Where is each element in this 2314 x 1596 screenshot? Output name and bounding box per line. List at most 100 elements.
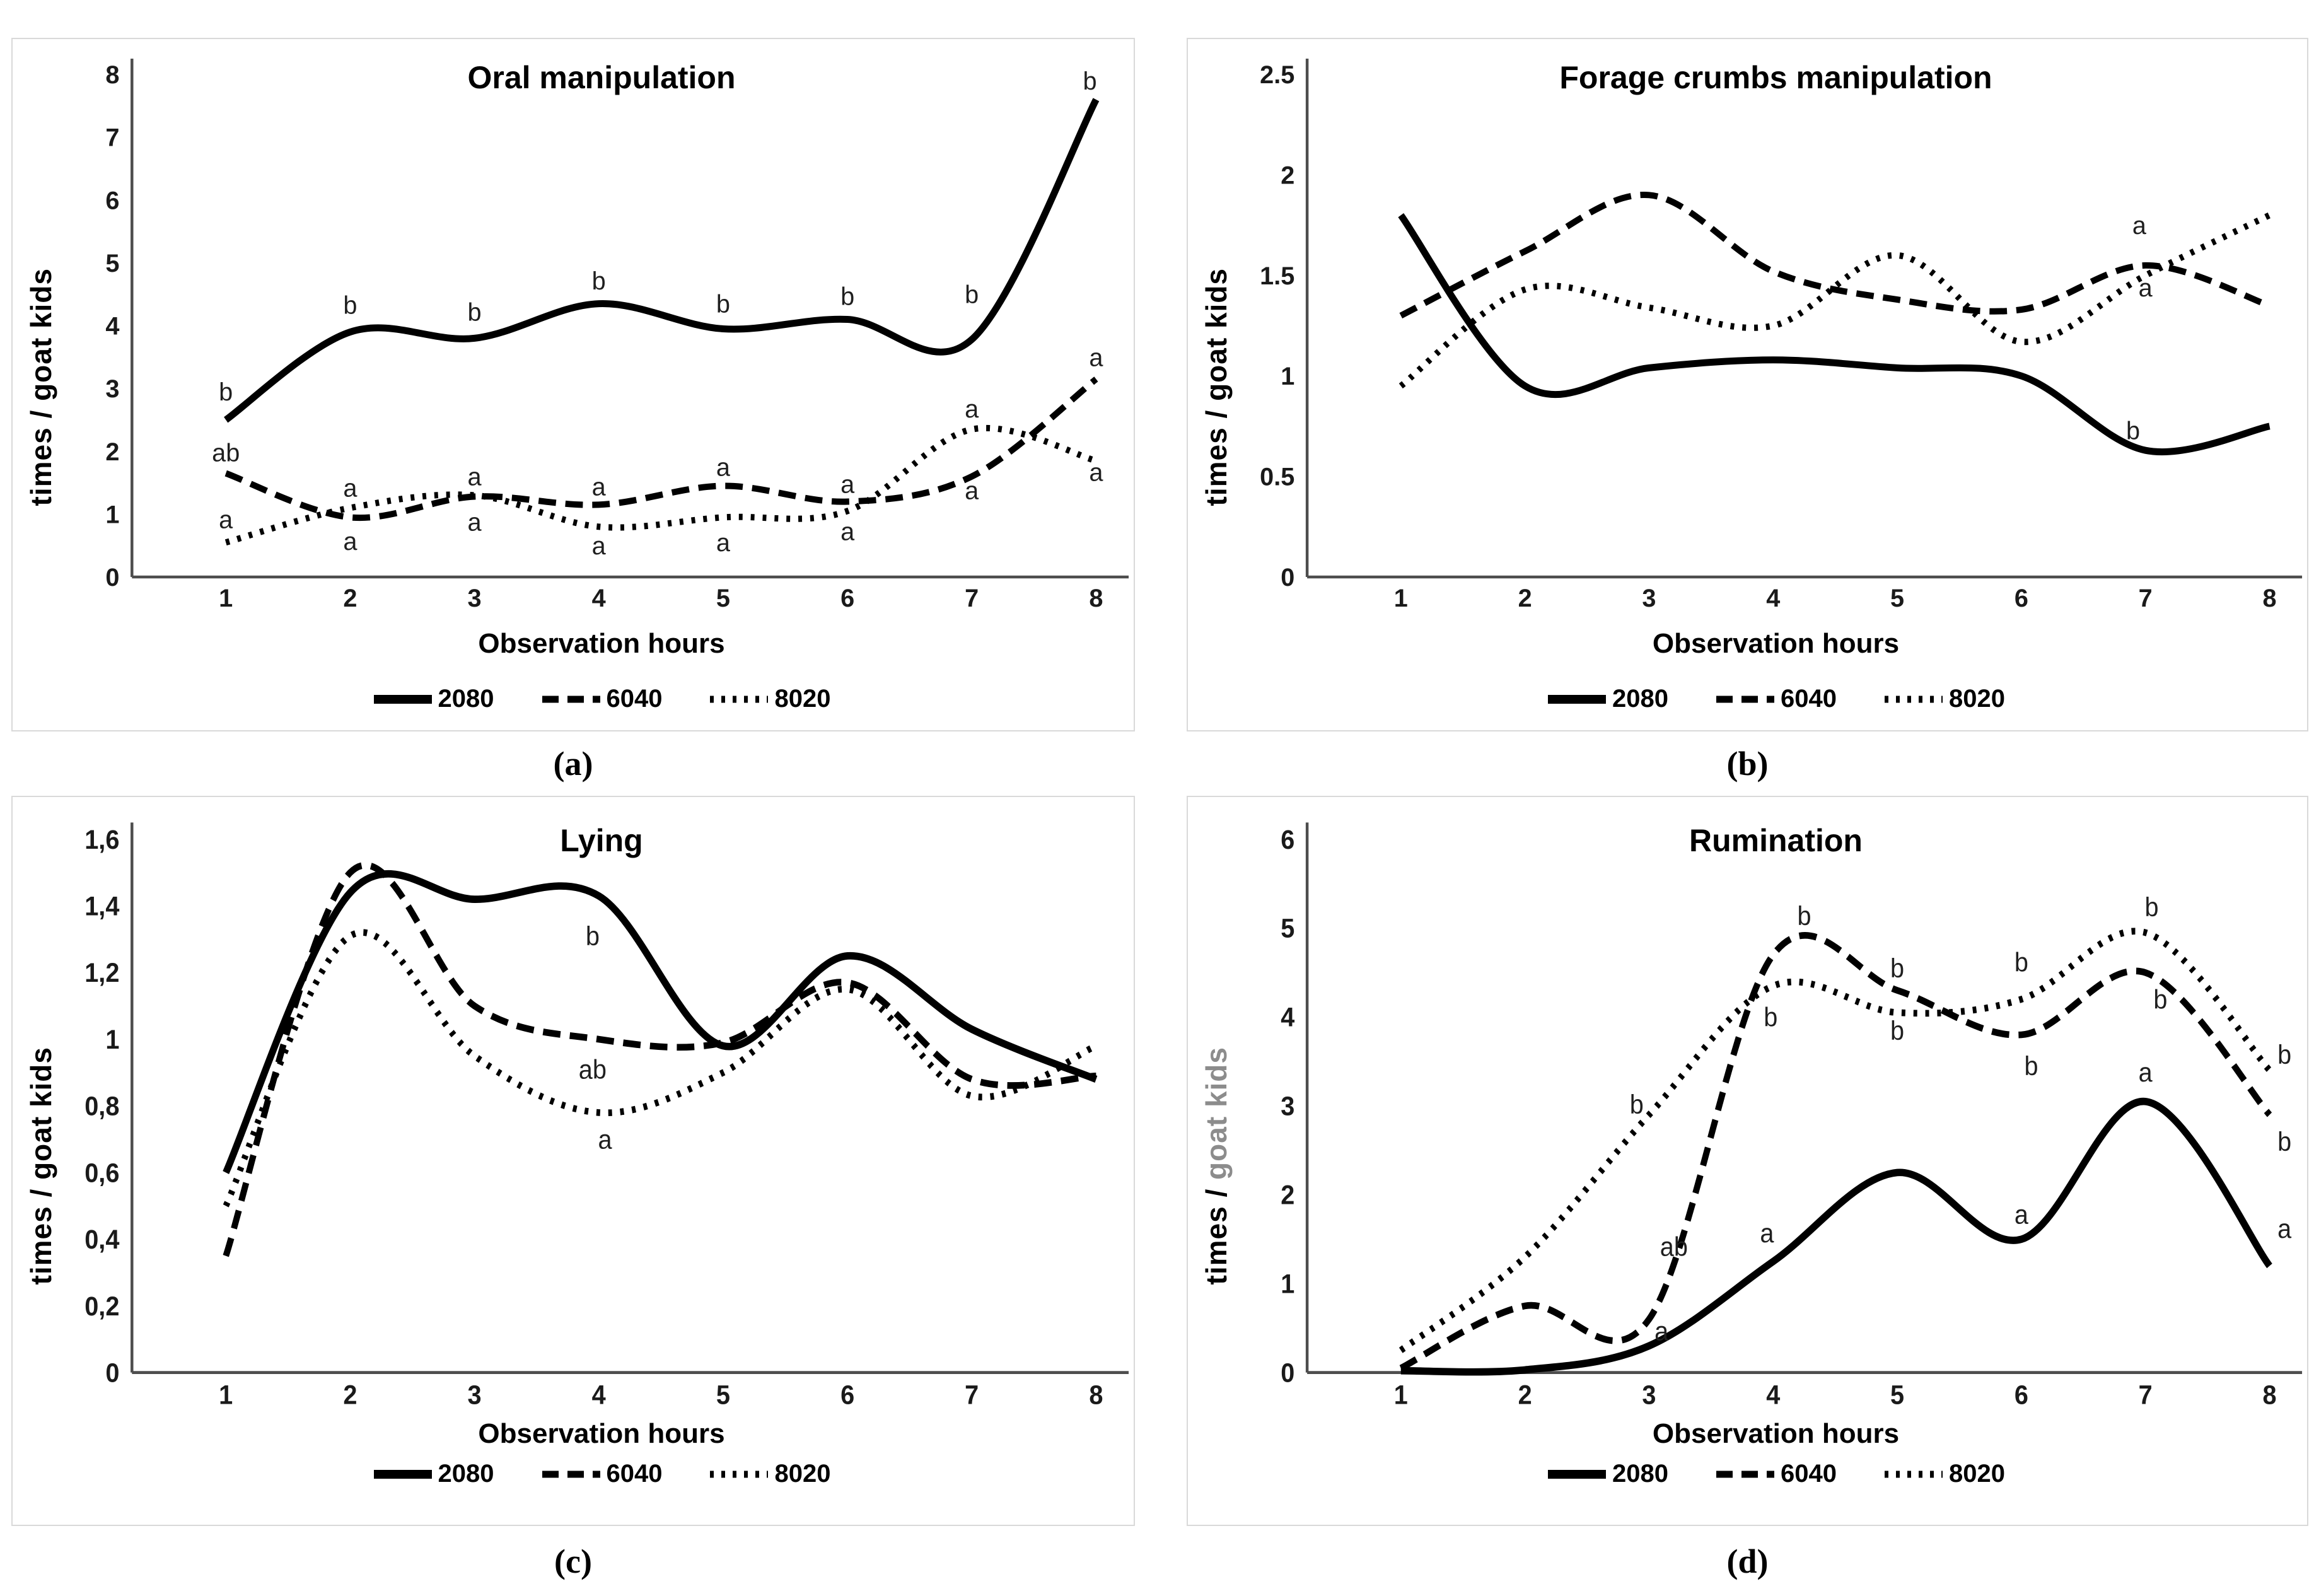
x-tick-label: 3	[1642, 1380, 1656, 1409]
significance-letter: b	[2153, 984, 2167, 1015]
legend-dashed-line-icon	[542, 1471, 600, 1477]
y-tick-label: 1	[105, 501, 119, 528]
legend-dashed-line-icon	[1716, 696, 1774, 702]
significance-letter: a	[2132, 212, 2147, 240]
series-6040-line	[223, 862, 1096, 1257]
significance-letter: b	[965, 281, 979, 309]
legend-item-8020: 8020	[1883, 685, 2005, 713]
significance-letter: a	[219, 506, 233, 533]
x-tick-label: 2	[1518, 585, 1532, 612]
y-tick-label: 0,4	[84, 1225, 119, 1255]
significance-letter: a	[467, 463, 482, 491]
y-tick-label: 3	[1281, 1091, 1294, 1121]
legend-label: 2080	[438, 685, 494, 713]
legend-solid-line-icon	[1548, 694, 1607, 704]
significance-letter: a	[467, 508, 482, 536]
x-tick-label: 5	[1890, 585, 1904, 612]
significance-letter: a	[343, 528, 358, 556]
significance-letter: b	[2145, 892, 2159, 923]
x-tick-label: 1	[219, 1380, 233, 1409]
significance-letter: ab	[212, 440, 240, 467]
legend-item-8020: 8020	[709, 1460, 830, 1488]
figure-cell-b: times / goat kids Forage crumbs manipula…	[1187, 38, 2308, 796]
x-tick-label: 5	[1890, 1380, 1904, 1409]
y-tick-label: 5	[105, 250, 119, 277]
figure-grid: times / goat kids Oral manipulation 0 1 2 3…	[11, 38, 2308, 1596]
x-tick-label: 8	[1089, 1380, 1103, 1409]
legend-label: 2080	[1612, 1460, 1668, 1488]
x-tick-label: 8	[2263, 1380, 2277, 1409]
legend-item-6040: 6040	[541, 1460, 662, 1488]
panel-caption: (a)	[553, 745, 593, 783]
legend-dotted-line-icon	[1884, 1471, 1943, 1477]
x-tick-label: 6	[2015, 585, 2028, 612]
significance-letter: b	[716, 290, 730, 318]
significance-letter: a	[2015, 1199, 2028, 1230]
x-tick-label: 7	[2139, 1380, 2153, 1409]
series-6040-line	[224, 376, 1098, 521]
legend-item-2080: 2080	[373, 685, 494, 713]
significance-letter: a	[1089, 344, 1103, 371]
y-axis-title-dark: times /	[1200, 1180, 1233, 1285]
figure-cell-c: times / goat kids Lying 0 0,2 0,4 0,6 0,8 1 1,…	[11, 796, 1135, 1596]
legend-solid-line-icon	[373, 694, 432, 704]
x-tick-label: 1	[1394, 1380, 1408, 1409]
chart-legend: 2080 6040 8020	[1245, 1460, 2307, 1488]
y-tick-label: 6	[1281, 825, 1294, 855]
legend-label: 8020	[774, 1460, 831, 1488]
chart-panel-oral-manipulation: times / goat kids Oral manipulation 0 1 2 3…	[11, 38, 1135, 731]
y-tick-label: 2	[105, 438, 119, 466]
significance-letter: b	[586, 921, 600, 952]
y-axis-title-gray: goat kids	[1200, 1047, 1233, 1180]
legend-item-6040: 6040	[541, 685, 662, 713]
x-tick-label: 7	[965, 585, 979, 612]
significance-letter: a	[592, 532, 607, 560]
chart-title: Oral manipulation	[467, 60, 736, 95]
significance-letter: b	[592, 267, 606, 295]
series-6040-line	[1399, 932, 2272, 1372]
x-tick-label: 8	[2263, 585, 2277, 612]
y-axis-title: times / goat kids	[25, 1047, 57, 1285]
y-tick-label: 1	[105, 1025, 119, 1055]
panel-caption: (d)	[1726, 1542, 1769, 1580]
y-axis-title-column: times / goat kids	[1188, 807, 1245, 1525]
y-tick-label: 1,2	[84, 958, 119, 988]
significance-letter: ab	[579, 1054, 607, 1085]
y-tick-label: 0,2	[84, 1291, 119, 1322]
chart-title: Lying	[560, 823, 643, 858]
y-tick-label: 8	[105, 61, 119, 89]
legend-label: 6040	[1781, 685, 1837, 713]
y-axis-title-column: times / goat kids	[13, 807, 69, 1525]
legend-solid-line-icon	[373, 1469, 432, 1479]
x-tick-label: 3	[1642, 585, 1656, 612]
plot-column: Lying 0 0,2 0,4 0,6 0,8 1 1,2 1,4 1,6 1 2 3 4 5 6 7 8 b ab…	[69, 807, 1134, 1525]
legend-label: 2080	[438, 1460, 494, 1488]
significance-letter: a	[1760, 1218, 1774, 1249]
x-tick-label: 2	[343, 585, 357, 612]
significance-letter: a	[965, 395, 979, 423]
series-2080-line	[1400, 1097, 2272, 1376]
x-tick-label: 6	[840, 1380, 854, 1409]
y-axis-title: times / goat kids	[25, 268, 57, 506]
x-axis-title: Observation hours	[478, 1418, 725, 1449]
plot-column: Oral manipulation 0 1 2 3 4 5 6 7 8 1 2 3 4 5 6 7 8 b b b b b…	[69, 44, 1134, 730]
chart-panel-lying: times / goat kids Lying 0 0,2 0,4 0,6 0,8 1 1,…	[11, 796, 1135, 1526]
legend-item-6040: 6040	[1715, 685, 1837, 713]
legend-dotted-line-icon	[710, 696, 769, 702]
significance-letter: a	[2139, 274, 2153, 302]
series-8020-line	[1398, 928, 2272, 1353]
y-axis-title-column: times / goat kids	[1188, 44, 1245, 730]
plot-column: Rumination 0 1 2 3 4 5 6 1 2 3 4 5 6 7 8 b ab a a b b b b b b a b b…	[1245, 807, 2307, 1525]
x-tick-label: 7	[965, 1380, 979, 1409]
y-tick-label: 1,6	[84, 825, 119, 855]
significance-letter: b	[2015, 947, 2028, 977]
significance-letter: b	[2126, 417, 2140, 445]
legend-item-6040: 6040	[1715, 1460, 1837, 1488]
legend-label: 2080	[1612, 685, 1668, 713]
y-tick-label: 4	[1281, 1002, 1294, 1032]
y-tick-label: 0	[1281, 564, 1294, 591]
significance-letter: b	[1083, 67, 1097, 95]
legend-solid-line-icon	[1548, 1469, 1607, 1479]
significance-letter: b	[2277, 1127, 2291, 1157]
y-tick-label: 2	[1281, 161, 1294, 189]
